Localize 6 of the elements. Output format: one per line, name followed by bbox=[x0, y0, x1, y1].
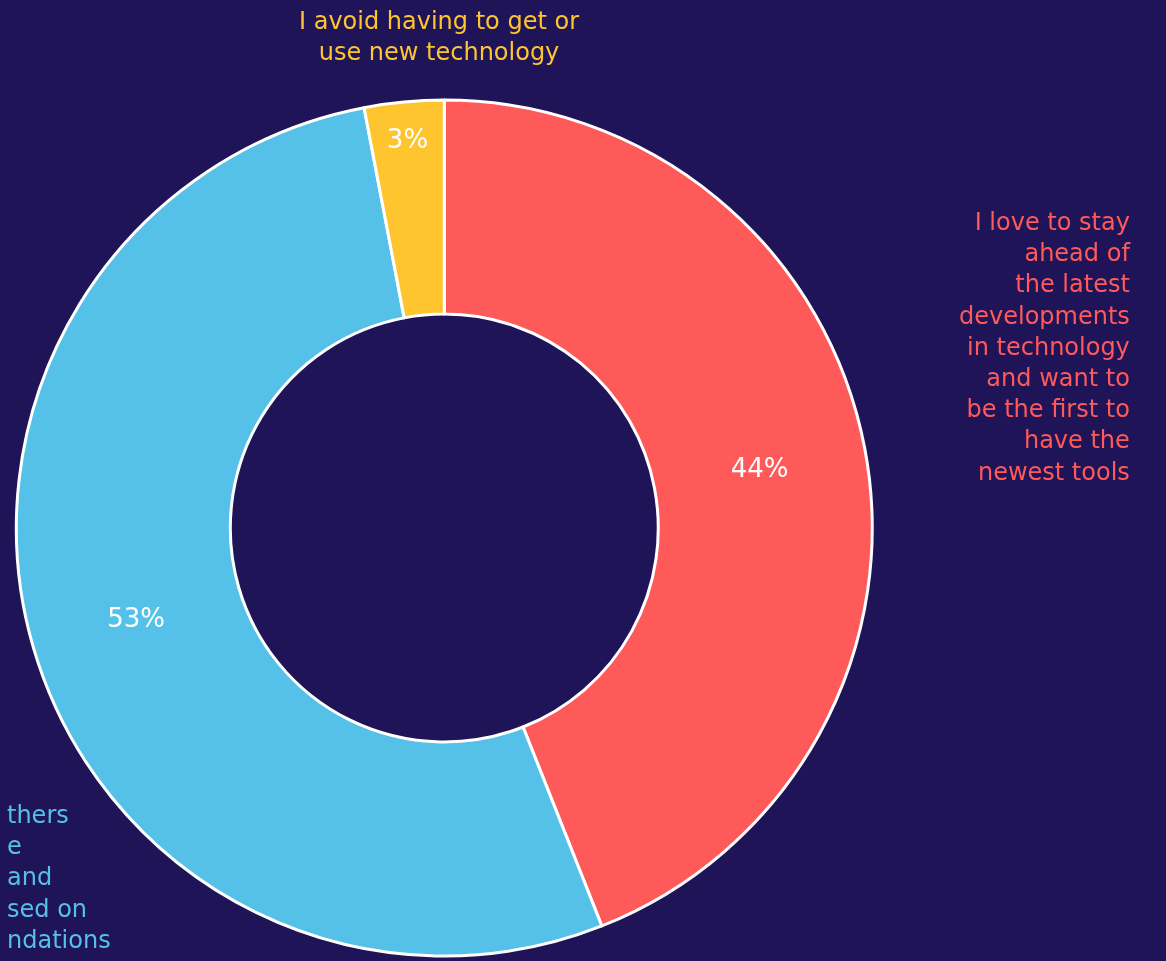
data-label: 3% bbox=[386, 123, 429, 154]
slice-label: I avoid having to get or use new technology bbox=[299, 7, 580, 67]
slice-label: thers e and sed on ndations bbox=[7, 801, 111, 954]
category-label: I love to stay ahead of the latest developments in technology and want to be the first to have the newest tools bbox=[959, 208, 1130, 486]
data-label: 53% bbox=[107, 602, 165, 633]
data-label: 44% bbox=[730, 452, 789, 483]
